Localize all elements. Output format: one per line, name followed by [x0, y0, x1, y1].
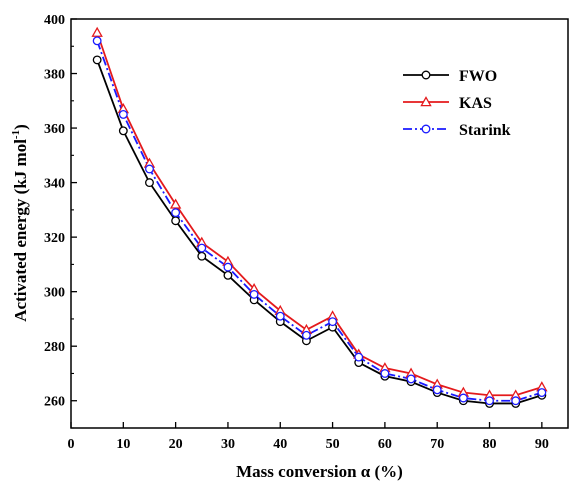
- y-tick-label: 260: [44, 395, 65, 410]
- legend-label-fwo: FWO: [459, 68, 497, 85]
- data-point-starink: [171, 208, 181, 218]
- data-point-starink: [432, 385, 442, 395]
- data-point-starink: [485, 396, 494, 406]
- data-point-fwo: [171, 216, 181, 226]
- data-point-fwo: [92, 55, 102, 65]
- y-axis-title-close: ): [11, 124, 30, 130]
- axis-ticks: 0 10 20 30 40 50 60 70 80 90 260 280 300 320 340 360 380…: [44, 13, 549, 452]
- data-point-starink: [223, 262, 233, 272]
- data-point-starink: [511, 396, 521, 406]
- data-point-starink: [92, 36, 102, 46]
- x-tick-label: 10: [116, 437, 130, 452]
- data-point-fwo: [197, 251, 207, 261]
- y-tick-label: 400: [44, 13, 65, 28]
- x-tick-label: 20: [169, 437, 183, 452]
- data-point-starink: [275, 311, 285, 321]
- plot-frame: [70, 18, 569, 429]
- data-point-starink: [406, 374, 416, 384]
- data-point-fwo: [145, 178, 154, 188]
- legend-label-starink: Starink: [459, 122, 511, 139]
- legend-label-kas: KAS: [459, 95, 492, 112]
- data-point-starink: [354, 352, 364, 362]
- data-point-starink: [197, 243, 207, 253]
- data-point-starink: [328, 317, 338, 327]
- y-tick-label: 320: [44, 231, 65, 246]
- data-point-starink: [537, 388, 547, 398]
- legend-marker-fwo: [421, 70, 431, 80]
- data-point-kas: [91, 26, 103, 37]
- legend: FWO KAS Starink: [403, 68, 511, 139]
- y-axis-title: Activated energy (kJ mol-1): [10, 124, 30, 322]
- data-point-starink: [301, 330, 311, 340]
- x-tick-label: 0: [68, 437, 75, 452]
- y-axis-title-sup: -1: [10, 130, 22, 139]
- x-tick-label: 50: [326, 437, 340, 452]
- data-point-starink: [380, 369, 390, 378]
- y-tick-label: 360: [44, 122, 65, 137]
- data-point-starink: [118, 109, 128, 119]
- data-point-fwo: [223, 270, 233, 280]
- legend-marker-starink: [421, 124, 431, 134]
- x-tick-label: 70: [430, 437, 444, 452]
- y-tick-label: 280: [44, 340, 65, 355]
- x-tick-label: 80: [483, 437, 497, 452]
- data-point-starink: [145, 164, 154, 174]
- x-tick-label: 40: [273, 437, 287, 452]
- x-tick-label: 60: [378, 437, 392, 452]
- series-line-kas: [96, 32, 543, 397]
- x-axis-title: Mass conversion α (%): [236, 462, 403, 481]
- legend-marker-kas: [420, 96, 432, 107]
- data-point-fwo: [118, 126, 128, 136]
- series-markers: [91, 26, 548, 408]
- series-lines: [96, 32, 543, 405]
- y-tick-label: 340: [44, 177, 65, 192]
- x-tick-label: 90: [535, 437, 549, 452]
- data-point-kas: [169, 198, 182, 209]
- data-point-starink: [249, 289, 259, 299]
- data-point-starink: [458, 393, 468, 403]
- x-tick-label: 30: [221, 437, 235, 452]
- y-tick-label: 300: [44, 286, 65, 301]
- y-tick-label: 380: [44, 68, 65, 83]
- y-axis-title-main: Activated energy (kJ mol: [11, 139, 30, 322]
